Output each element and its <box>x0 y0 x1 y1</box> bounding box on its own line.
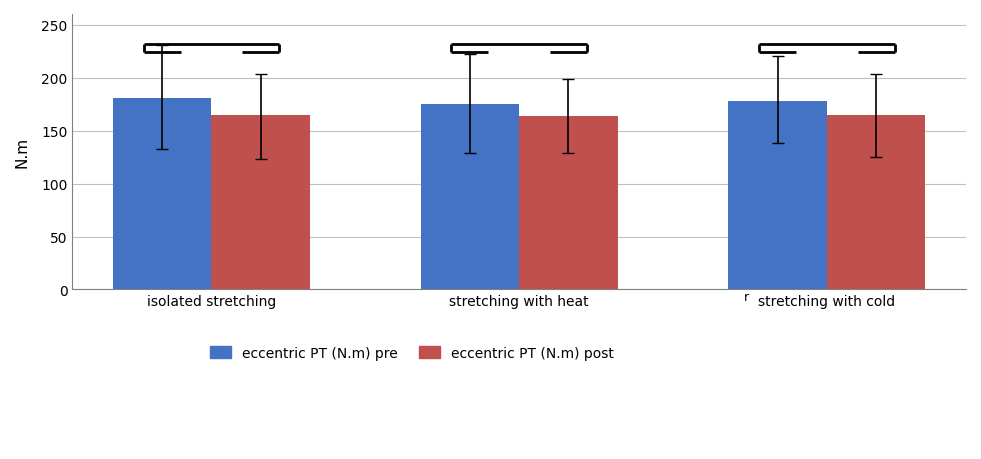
Y-axis label: N.m: N.m <box>15 137 30 168</box>
Bar <box>729 101 827 290</box>
Text: r: r <box>744 290 749 303</box>
Bar <box>421 105 519 290</box>
Bar <box>212 115 310 290</box>
Bar <box>519 117 618 290</box>
Bar <box>827 115 925 290</box>
Legend: eccentric PT (N.m) pre, eccentric PT (N.m) post: eccentric PT (N.m) pre, eccentric PT (N.… <box>205 340 619 365</box>
Bar <box>113 99 212 290</box>
